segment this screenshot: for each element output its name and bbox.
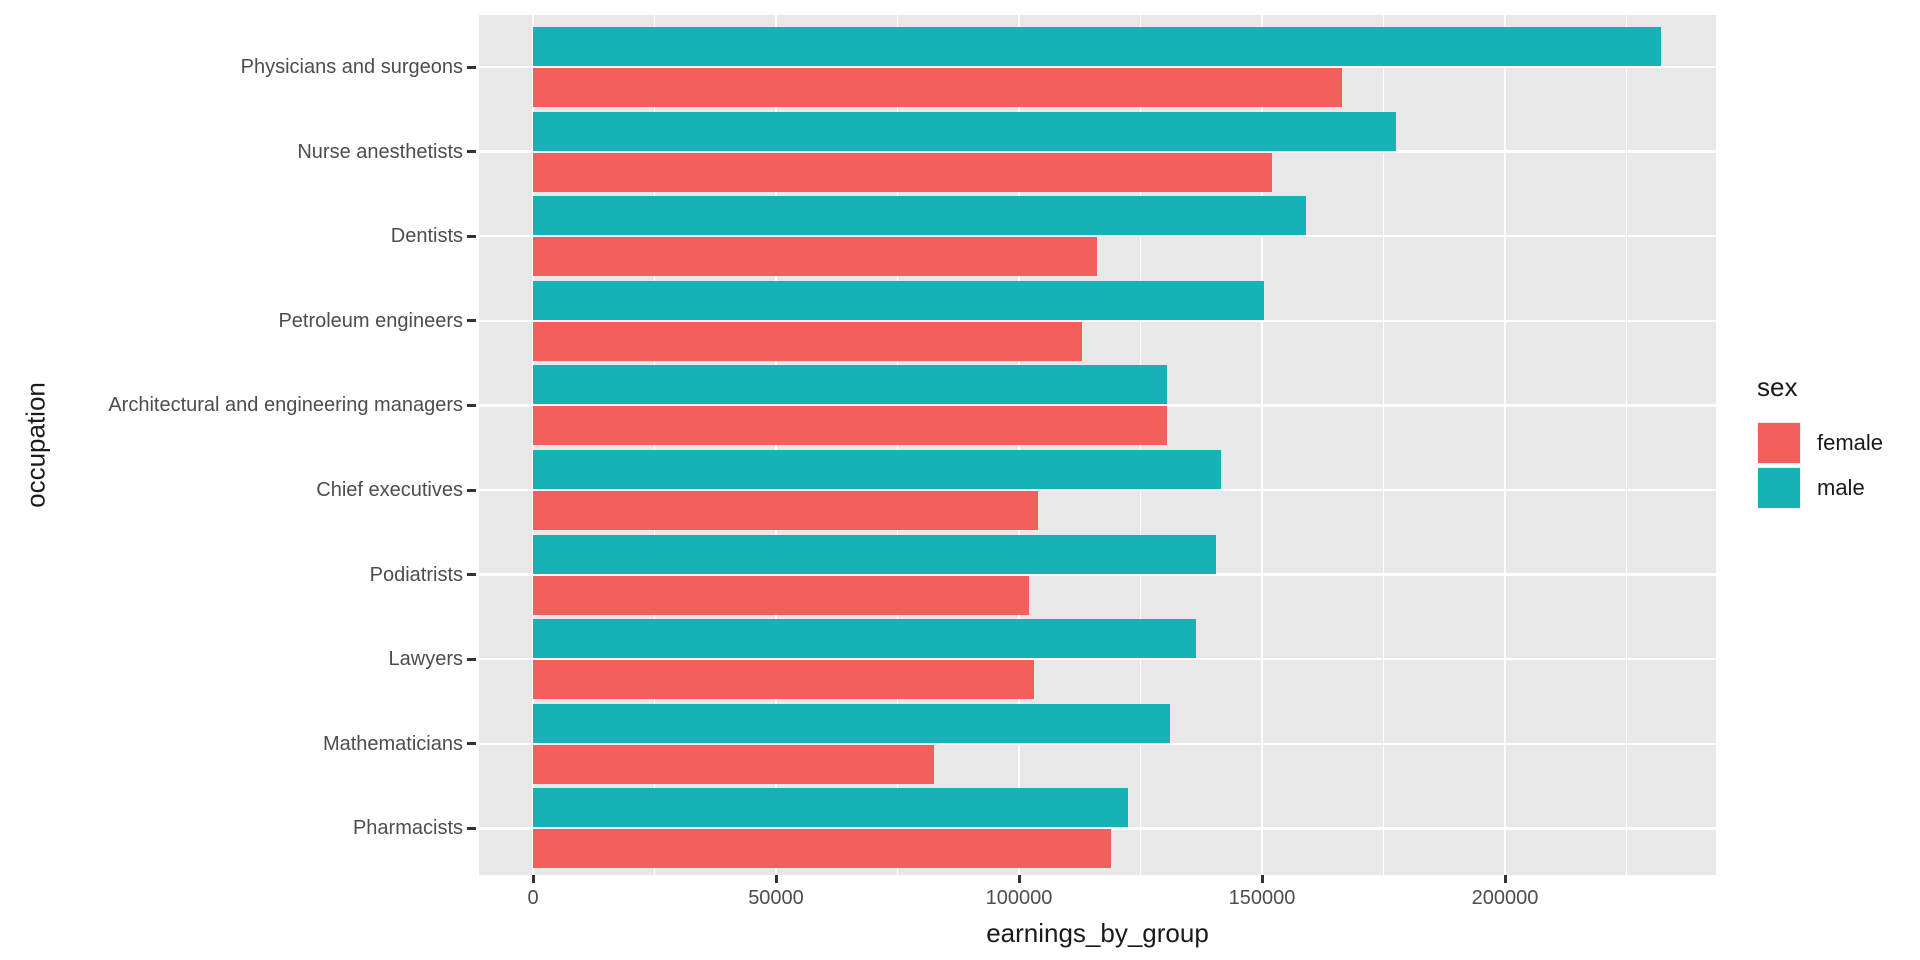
row-gridline xyxy=(479,150,1716,153)
x-tick-label: 100000 xyxy=(985,887,1053,909)
x-axis-title: earnings_by_group xyxy=(986,918,1209,948)
legend-keys: female male xyxy=(1757,421,1883,509)
x-tick-label: 50000 xyxy=(748,887,804,909)
row-gridline xyxy=(479,404,1716,407)
y-tick-mark xyxy=(467,742,476,746)
female-swatch xyxy=(1757,421,1801,464)
y-axis: Physicians and surgeons Nurse anesthetist… xyxy=(0,0,479,960)
major-gridline xyxy=(1503,15,1507,875)
y-axis-label: Nurse anesthetists xyxy=(297,140,463,163)
y-tick-mark xyxy=(467,65,476,69)
bar-male xyxy=(533,280,1265,320)
x-tick-label: 0 xyxy=(527,887,539,909)
y-axis-label: Chief executives xyxy=(316,479,463,501)
minor-gridline xyxy=(1625,15,1628,875)
bar-female xyxy=(533,237,1097,277)
x-tick-mark xyxy=(1260,875,1264,883)
row-gridline xyxy=(479,657,1716,661)
y-axis-label: Dentists xyxy=(390,225,463,248)
bar-male xyxy=(533,788,1129,828)
legend: sex female male xyxy=(1757,372,1883,511)
bar-male xyxy=(533,196,1306,236)
bar-male xyxy=(533,111,1396,151)
y-tick-mark xyxy=(467,319,476,323)
bar-male xyxy=(533,703,1170,743)
x-tick-mark xyxy=(774,875,778,883)
legend-entry: male xyxy=(1757,466,1883,509)
row-gridline xyxy=(479,827,1716,830)
row-gridline xyxy=(479,234,1716,238)
y-axis-label: Lawyers xyxy=(388,648,463,671)
y-axis-label: Podiatrists xyxy=(369,563,463,586)
y-axis-label: Physicians and surgeons xyxy=(240,56,463,78)
bar-female xyxy=(533,829,1112,869)
row-gridline xyxy=(479,573,1716,576)
bar-female xyxy=(533,152,1272,192)
bar-female xyxy=(533,491,1039,530)
plot-panel xyxy=(479,15,1716,875)
bar-female xyxy=(533,575,1029,615)
minor-gridline xyxy=(1382,15,1385,875)
row-gridline xyxy=(479,488,1716,492)
x-tick-mark xyxy=(1017,875,1021,883)
row-gridline xyxy=(479,742,1716,746)
y-tick-mark xyxy=(467,403,476,407)
male-swatch xyxy=(1757,466,1801,509)
x-tick-mark xyxy=(1503,875,1507,883)
bar-male xyxy=(533,365,1168,405)
x-tick-label: 200000 xyxy=(1471,887,1539,909)
x-axis: 0 50000 100000 150000 200000 xyxy=(0,875,1920,945)
bar-male xyxy=(533,27,1661,66)
legend-label: male xyxy=(1817,474,1865,500)
y-tick-mark xyxy=(467,488,476,492)
bar-female xyxy=(533,406,1168,446)
y-axis-label: Petroleum engineers xyxy=(278,309,463,332)
major-gridline xyxy=(1260,15,1264,875)
bar-female xyxy=(533,68,1343,107)
bar-male xyxy=(533,534,1216,574)
bar-male xyxy=(533,619,1197,659)
bar-female xyxy=(533,321,1083,361)
y-axis-label: Mathematicians xyxy=(322,732,463,755)
bar-male xyxy=(533,450,1221,489)
legend-label: female xyxy=(1817,429,1884,455)
y-tick-mark xyxy=(467,150,476,154)
legend-entry: female xyxy=(1757,421,1883,464)
y-axis-label: Pharmacists xyxy=(352,817,463,840)
y-axis-label: Architectural and engineering managers xyxy=(108,394,463,417)
x-tick-mark xyxy=(531,875,535,883)
legend-title: sex xyxy=(1757,372,1798,402)
row-gridline xyxy=(479,65,1716,69)
x-tick-label: 150000 xyxy=(1228,887,1296,909)
y-tick-mark xyxy=(467,234,476,238)
y-tick-mark xyxy=(467,826,476,830)
bar-female xyxy=(533,744,934,784)
bar-female xyxy=(533,660,1034,700)
row-gridline xyxy=(479,319,1716,323)
y-tick-mark xyxy=(467,657,476,661)
y-tick-mark xyxy=(467,573,476,577)
